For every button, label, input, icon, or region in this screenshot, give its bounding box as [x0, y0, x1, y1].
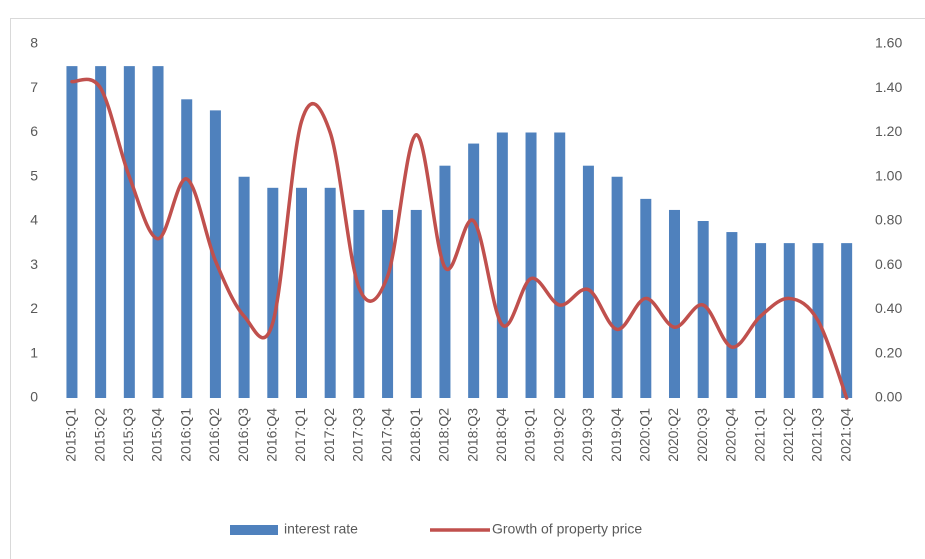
bar	[382, 209, 394, 398]
bar	[496, 132, 508, 398]
bar	[697, 221, 709, 398]
y-tick-label: 4	[30, 212, 38, 228]
bar	[209, 110, 221, 398]
x-tick-label: 2019:Q3	[579, 408, 595, 462]
legend-label: Growth of property price	[492, 521, 642, 537]
bar	[353, 209, 365, 398]
bar	[841, 243, 853, 398]
x-tick-label: 2015:Q2	[91, 408, 107, 462]
bar	[410, 209, 422, 398]
bar	[181, 99, 193, 398]
x-tick-label: 2016:Q4	[263, 408, 279, 462]
x-tick-label: 2019:Q1	[522, 408, 538, 462]
y2-tick-label: 0.20	[875, 344, 902, 360]
x-tick-label: 2018:Q1	[407, 408, 423, 462]
y-tick-label: 2	[30, 300, 38, 316]
x-tick-label: 2020:Q3	[694, 408, 710, 462]
x-tick-label: 2021:Q1	[751, 408, 767, 462]
line	[70, 77, 849, 400]
x-tick-label: 2019:Q4	[608, 408, 624, 462]
y2-tick-label: 0.80	[875, 212, 902, 228]
y2-tick-label: 0.40	[875, 300, 902, 316]
bar	[525, 132, 537, 398]
x-tick-label: 2021:Q3	[809, 408, 825, 462]
bar	[783, 243, 795, 398]
bar	[582, 165, 594, 398]
bar	[668, 209, 680, 398]
legend-swatch	[230, 525, 278, 535]
bar	[611, 176, 623, 398]
x-tick-label: 2017:Q1	[292, 408, 308, 462]
bar	[755, 243, 767, 398]
bar	[152, 66, 164, 398]
x-tick-label: 2020:Q4	[723, 408, 739, 462]
y-tick-label: 6	[30, 123, 38, 139]
x-tick-label: 2015:Q1	[63, 408, 79, 462]
x-tick-label: 2021:Q2	[780, 408, 796, 462]
bar	[439, 165, 451, 398]
x-tick-label: 2019:Q2	[550, 408, 566, 462]
bar	[123, 66, 135, 398]
x-tick-label: 2018:Q2	[436, 408, 452, 462]
bar	[554, 132, 566, 398]
x-tick-label: 2015:Q4	[149, 408, 165, 462]
y2-tick-label: 0.00	[875, 389, 902, 405]
y2-tick-label: 1.40	[875, 79, 902, 95]
x-tick-label: 2016:Q2	[206, 408, 222, 462]
legend-label: interest rate	[284, 521, 358, 537]
x-tick-label: 2017:Q2	[321, 408, 337, 462]
x-tick-label: 2018:Q3	[464, 408, 480, 462]
bar	[267, 187, 279, 398]
x-tick-label: 2020:Q2	[665, 408, 681, 462]
y-tick-label: 8	[30, 35, 38, 51]
bar	[238, 176, 250, 398]
x-tick-label: 2015:Q3	[120, 408, 136, 462]
x-tick-label: 2017:Q3	[350, 408, 366, 462]
y2-tick-label: 1.60	[875, 35, 902, 51]
bar	[468, 143, 480, 398]
y2-tick-label: 0.60	[875, 256, 902, 272]
y-tick-label: 0	[30, 389, 38, 405]
chart-frame	[10, 18, 925, 559]
y-tick-label: 1	[30, 344, 38, 360]
bar	[726, 232, 738, 398]
x-tick-label: 2021:Q4	[837, 408, 853, 462]
x-tick-label: 2020:Q1	[637, 408, 653, 462]
x-tick-label: 2017:Q4	[378, 408, 394, 462]
y-tick-label: 5	[30, 167, 38, 183]
y-tick-label: 7	[30, 79, 38, 95]
x-tick-label: 2016:Q3	[235, 408, 251, 462]
y2-tick-label: 1.00	[875, 167, 902, 183]
y-tick-label: 3	[30, 256, 38, 272]
x-tick-label: 2016:Q1	[177, 408, 193, 462]
bar	[66, 66, 78, 398]
bar	[95, 66, 107, 398]
bar	[324, 187, 336, 398]
x-tick-label: 2018:Q4	[493, 408, 509, 462]
bar	[295, 187, 307, 398]
y2-tick-label: 1.20	[875, 123, 902, 139]
